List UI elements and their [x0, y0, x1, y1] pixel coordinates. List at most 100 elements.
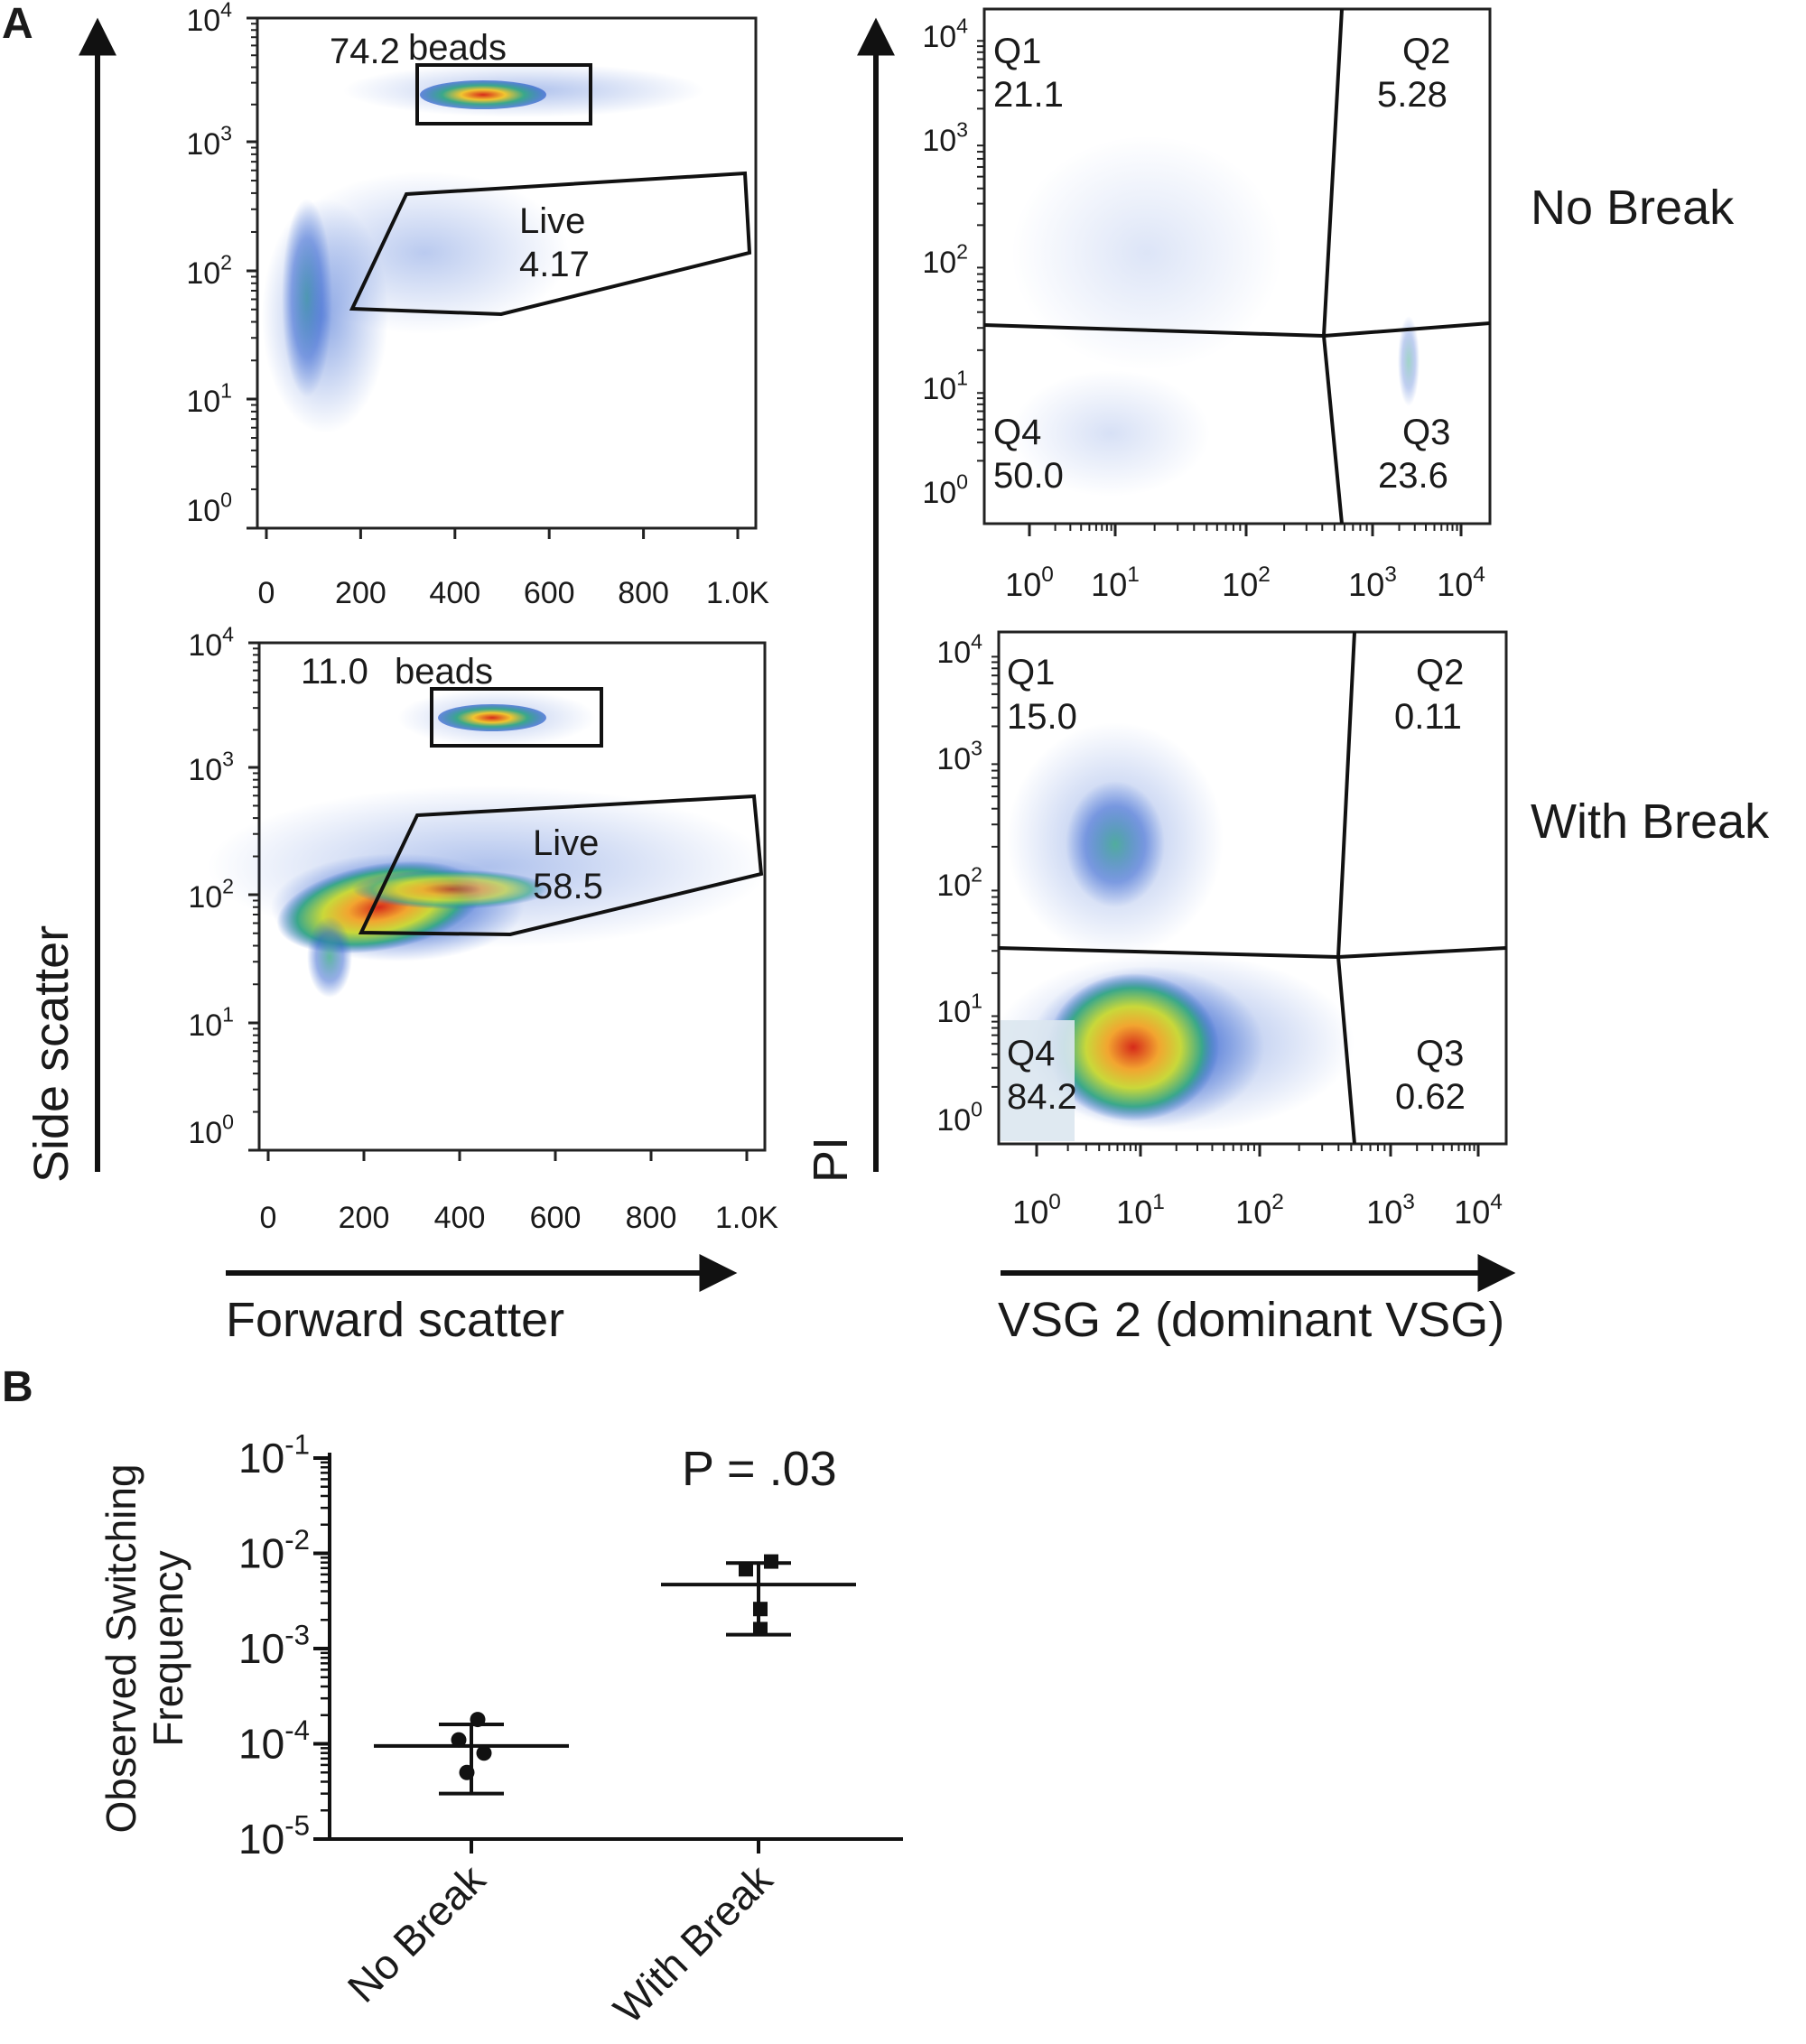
- log-tick-label: 102: [186, 251, 232, 291]
- fsc-tick-label: 400: [434, 1201, 486, 1235]
- data-point: [753, 1602, 768, 1617]
- fsc-tick-label: 1.0K: [715, 1201, 778, 1235]
- log-x-tick-label: 102: [1235, 1190, 1284, 1231]
- log-y-tick-label: 101: [936, 989, 982, 1029]
- vsg2-label: VSG 2 (dominant VSG): [998, 1293, 1504, 1347]
- beads-gate: [415, 63, 592, 125]
- q4-value: 50.0: [993, 456, 1064, 496]
- y-tick-label: 10-3: [238, 1619, 310, 1672]
- live-gate-label: Live: [533, 823, 599, 863]
- quadrant-gate-vertical: [1336, 631, 1356, 1145]
- plot-frame: [997, 630, 1508, 1146]
- q2-name: Q2: [1416, 653, 1464, 692]
- log-x-tick-label: 103: [1348, 562, 1397, 603]
- q3-name: Q3: [1402, 413, 1450, 452]
- data-point: [470, 1712, 486, 1728]
- log-x-tick-label: 100: [1005, 562, 1054, 603]
- x-category-label: With Break: [604, 1855, 782, 2033]
- scatter-plot-no-break: 74.2 beads Live 4.17: [256, 16, 758, 530]
- scatter-plot-with-break: 11.0 beads Live 58.5: [208, 641, 768, 1152]
- log-y-tick-label: 100: [922, 470, 968, 510]
- beads-percentage: 74.2: [330, 32, 400, 71]
- q4-value: 84.2: [1007, 1077, 1077, 1117]
- log-tick-label: 100: [186, 488, 232, 528]
- q3-value: 23.6: [1378, 456, 1448, 496]
- fsc-tick-label: 0: [260, 1201, 277, 1235]
- data-point: [451, 1732, 467, 1748]
- plot-frame: [982, 7, 1492, 525]
- condition-label-no-break: No Break: [1531, 181, 1735, 235]
- plot-frame: [256, 16, 758, 530]
- panel-label-a: A: [2, 0, 33, 48]
- data-point: [476, 1745, 492, 1761]
- data-point: [739, 1562, 753, 1577]
- log-x-tick-label: 101: [1116, 1190, 1165, 1231]
- series-0-summary: [374, 1722, 569, 1796]
- fsc-tick-label: 800: [626, 1201, 677, 1235]
- x-category-label: No Break: [339, 1855, 495, 2011]
- beads-percentage: 11.0: [301, 652, 368, 692]
- log-tick-label: 104: [186, 0, 232, 38]
- quadrant-gate-horizontal: [998, 946, 1507, 960]
- cell-density: [208, 689, 768, 998]
- log-tick-label: 103: [186, 122, 232, 162]
- fsc-tick-label: 600: [524, 576, 575, 610]
- beads-gate: [430, 687, 603, 748]
- log-tick-label: 101: [188, 1003, 234, 1043]
- cell-density: [1011, 135, 1420, 497]
- q2-value: 0.11: [1394, 697, 1462, 737]
- log-x-tick-label: 103: [1366, 1190, 1415, 1231]
- log-x-tick-label: 101: [1091, 562, 1140, 603]
- y-tick-label: 10-2: [238, 1524, 310, 1577]
- panel-label-b: B: [2, 1363, 33, 1411]
- y-tick-label: 10-5: [238, 1809, 310, 1863]
- log-y-tick-label: 102: [936, 863, 982, 903]
- log-y-tick-label: 104: [922, 14, 968, 54]
- log-y-tick-label: 104: [936, 630, 982, 670]
- q3-value: 0.62: [1395, 1077, 1466, 1117]
- log-tick-label: 101: [186, 379, 232, 419]
- log-x-tick-label: 104: [1437, 562, 1485, 603]
- q1-name: Q1: [993, 32, 1041, 71]
- cell-density: [262, 63, 704, 433]
- y-axis-title: Observed Switching Frequency: [98, 1463, 191, 1833]
- q2-name: Q2: [1402, 32, 1450, 71]
- log-y-tick-label: 100: [936, 1098, 982, 1138]
- log-tick-label: 100: [188, 1110, 234, 1150]
- log-y-tick-label: 102: [922, 240, 968, 280]
- pi-label: PI: [804, 1137, 858, 1183]
- side-scatter-label: Side scatter: [24, 925, 79, 1183]
- log-x-tick-label: 100: [1012, 1190, 1061, 1231]
- fsc-tick-label: 0: [258, 576, 275, 610]
- chart-marks: [374, 1554, 856, 1796]
- cell-density: [993, 722, 1354, 1141]
- log-tick-label: 102: [188, 875, 234, 915]
- fsc-tick-label: 200: [335, 576, 386, 610]
- q2-value: 5.28: [1377, 75, 1448, 115]
- condition-label-with-break: With Break: [1531, 794, 1770, 849]
- p-value-annotation: P = .03: [682, 1442, 837, 1496]
- beads-gate-label: beads: [395, 652, 493, 692]
- live-gate-label: Live: [519, 201, 585, 241]
- log-y-tick-label: 103: [936, 737, 982, 776]
- y-tick-label: 10-4: [238, 1714, 310, 1768]
- q1-value: 15.0: [1007, 697, 1077, 737]
- q1-name: Q1: [1007, 653, 1055, 692]
- fsc-tick-label: 800: [618, 576, 669, 610]
- q3-name: Q3: [1416, 1034, 1464, 1073]
- q4-name: Q4: [1007, 1034, 1055, 1073]
- forward-scatter-label: Forward scatter: [226, 1293, 564, 1347]
- q1-value: 21.1: [993, 75, 1064, 115]
- switching-frequency-chart: P = .03 Observed Switching Frequency 10-5…: [98, 1428, 903, 2032]
- fsc-tick-label: 400: [429, 576, 480, 610]
- chart-axes: 10-5 10-4 10-3 10-2 10-1 No Break With Break: [238, 1428, 903, 2032]
- fsc-tick-label: 1.0K: [706, 576, 769, 610]
- log-y-tick-label: 103: [922, 118, 968, 158]
- log-x-tick-label: 102: [1222, 562, 1271, 603]
- data-point: [753, 1621, 768, 1637]
- quadrant-plot-with-break: Q1 15.0 Q2 0.11 Q3 0.62 Q4 84.2: [993, 630, 1508, 1146]
- live-percentage: 4.17: [519, 245, 590, 284]
- quadrant-plot-no-break: Q1 21.1 Q2 5.28 Q3 23.6 Q4 50.0: [982, 7, 1492, 525]
- beads-gate-label: beads: [408, 28, 507, 68]
